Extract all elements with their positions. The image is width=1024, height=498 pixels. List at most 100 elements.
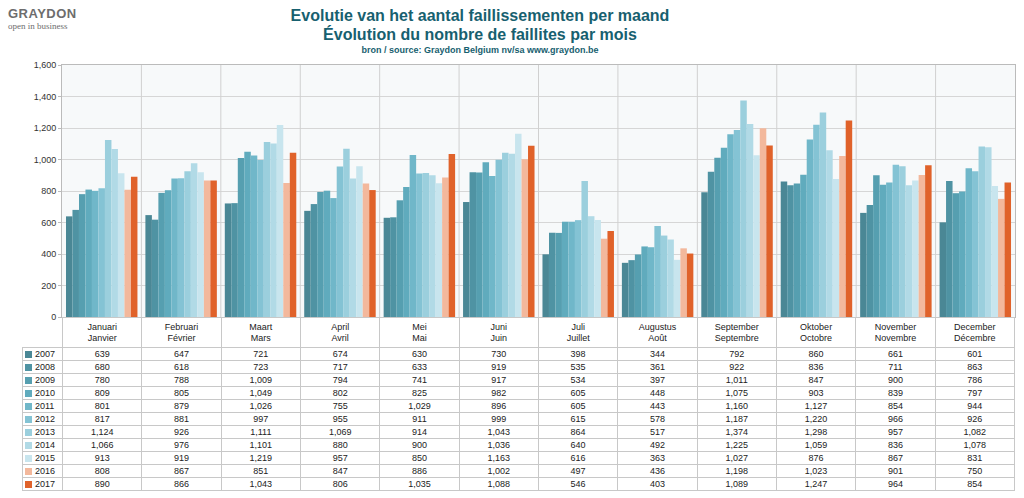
html-text:534: 534 <box>570 375 586 385</box>
html-text:Octobre: Octobre <box>800 332 833 343</box>
html-text:Juli: Juli <box>571 321 585 332</box>
html-text:December: December <box>954 321 996 332</box>
html-text:786: 786 <box>967 375 983 385</box>
html-text:919: 919 <box>491 362 507 372</box>
html-text:896: 896 <box>491 401 507 411</box>
html-text:755: 755 <box>332 401 348 411</box>
html-text:535: 535 <box>570 362 586 372</box>
html-text:September: September <box>714 321 759 332</box>
html-text:879: 879 <box>174 401 189 411</box>
html-text:Maart: Maart <box>249 321 273 332</box>
html-text:605: 605 <box>570 401 586 411</box>
html-text:Évolution du nombre de faillit: Évolution du nombre de faillites par moi… <box>323 26 637 43</box>
html-text:630: 630 <box>412 349 427 359</box>
svg-text:1,600: 1,600 <box>34 60 57 70</box>
html-text:839: 839 <box>887 388 903 398</box>
html-text:Augustus: Augustus <box>638 321 677 332</box>
html-text:bron / source: Graydon Belgium: bron / source: Graydon Belgium nv/sa www… <box>361 45 599 55</box>
html-text:April: April <box>331 321 350 332</box>
svg-text:800: 800 <box>41 186 56 196</box>
html-text:open in business: open in business <box>8 21 68 31</box>
html-text:448: 448 <box>649 388 665 398</box>
html-text:397: 397 <box>649 375 665 385</box>
html-text:Décembre: Décembre <box>954 332 996 343</box>
html-text:860: 860 <box>808 349 824 359</box>
svg-text:1,000: 1,000 <box>34 155 57 165</box>
html-text:2011: 2011 <box>35 401 55 411</box>
html-text:Juin: Juin <box>490 332 508 343</box>
html-text:Janvier: Janvier <box>87 332 117 343</box>
svg-text:1,200: 1,200 <box>34 123 57 133</box>
html-text:Juillet: Juillet <box>566 332 590 343</box>
html-text:900: 900 <box>887 375 903 385</box>
html-text:GRAYDON: GRAYDON <box>8 6 77 21</box>
html-text:721: 721 <box>253 349 269 359</box>
html-text:605: 605 <box>570 388 586 398</box>
html-text:863: 863 <box>967 362 983 372</box>
html-text:711: 711 <box>888 362 903 372</box>
html-text:741: 741 <box>412 375 427 385</box>
html-text:809: 809 <box>94 388 110 398</box>
html-text:794: 794 <box>332 375 348 385</box>
html-text:922: 922 <box>729 362 745 372</box>
html-text:618: 618 <box>174 362 189 372</box>
html-text:836: 836 <box>808 362 824 372</box>
html-text:730: 730 <box>491 349 507 359</box>
html-text:Novembre: Novembre <box>874 332 917 343</box>
html-text:443: 443 <box>649 401 665 411</box>
html-text:1,049: 1,049 <box>249 388 273 398</box>
html-text:647: 647 <box>174 349 189 359</box>
html-text:982: 982 <box>491 388 507 398</box>
html-text:847: 847 <box>808 375 824 385</box>
svg-text:1,400: 1,400 <box>34 92 57 102</box>
html-text:Février: Février <box>167 332 196 343</box>
html-text:792: 792 <box>729 349 745 359</box>
html-text:2008: 2008 <box>35 362 55 372</box>
html-text:344: 344 <box>649 349 665 359</box>
html-text:Mai: Mai <box>412 332 427 343</box>
html-text:802: 802 <box>332 388 348 398</box>
html-text:Februari: Februari <box>164 321 199 332</box>
html-text:Septembre: Septembre <box>714 332 759 343</box>
html-text:Januari: Januari <box>87 321 117 332</box>
html-text:805: 805 <box>174 388 189 398</box>
html-text:Juni: Juni <box>490 321 508 332</box>
svg-text:400: 400 <box>41 249 56 259</box>
html-text:Août: Août <box>648 332 667 343</box>
svg-text:600: 600 <box>41 218 56 228</box>
html-text:361: 361 <box>649 362 665 372</box>
html-text:788: 788 <box>174 375 189 385</box>
html-text:1,160: 1,160 <box>725 401 748 411</box>
html-text:1,127: 1,127 <box>804 401 828 411</box>
html-text:November: November <box>874 321 917 332</box>
html-text:1,011: 1,011 <box>725 375 748 385</box>
html-text:801: 801 <box>94 401 110 411</box>
html-text:398: 398 <box>570 349 586 359</box>
html-text:601: 601 <box>967 349 983 359</box>
html-text:639: 639 <box>94 349 110 359</box>
html-text:780: 780 <box>94 375 110 385</box>
html-text:1,009: 1,009 <box>249 375 273 385</box>
html-text:Mei: Mei <box>412 321 427 332</box>
html-text:825: 825 <box>412 388 427 398</box>
html-text:633: 633 <box>412 362 427 372</box>
html-text:1,026: 1,026 <box>249 401 273 411</box>
html-text:2009: 2009 <box>35 375 55 385</box>
html-text:674: 674 <box>332 349 348 359</box>
html-text:Oktober: Oktober <box>800 321 833 332</box>
html-text:723: 723 <box>253 362 269 372</box>
html-text:Evolutie van het aantal failli: Evolutie van het aantal faillissementen … <box>290 7 670 24</box>
html-text:680: 680 <box>94 362 110 372</box>
html-text:917: 917 <box>491 375 507 385</box>
html-text:661: 661 <box>887 349 903 359</box>
html-text:Mars: Mars <box>250 332 271 343</box>
html-text:Avril: Avril <box>331 332 349 343</box>
html-text:1,029: 1,029 <box>408 401 431 411</box>
svg-text:200: 200 <box>41 281 56 291</box>
html-text:2010: 2010 <box>35 388 55 398</box>
html-text:797: 797 <box>967 388 983 398</box>
html-text:717: 717 <box>332 362 348 372</box>
html-text:903: 903 <box>808 388 824 398</box>
html-text:2007: 2007 <box>35 349 55 359</box>
html-text:1,075: 1,075 <box>725 388 748 398</box>
